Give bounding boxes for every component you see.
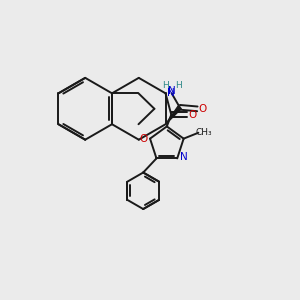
Text: O: O: [140, 134, 148, 144]
Text: H: H: [162, 81, 169, 90]
Text: O: O: [199, 104, 207, 114]
Text: N: N: [180, 152, 188, 162]
Polygon shape: [166, 106, 181, 124]
Text: H: H: [175, 81, 182, 90]
Text: O: O: [189, 110, 197, 120]
Text: N: N: [168, 86, 176, 96]
Text: CH₃: CH₃: [196, 128, 213, 137]
Text: N: N: [167, 88, 175, 98]
